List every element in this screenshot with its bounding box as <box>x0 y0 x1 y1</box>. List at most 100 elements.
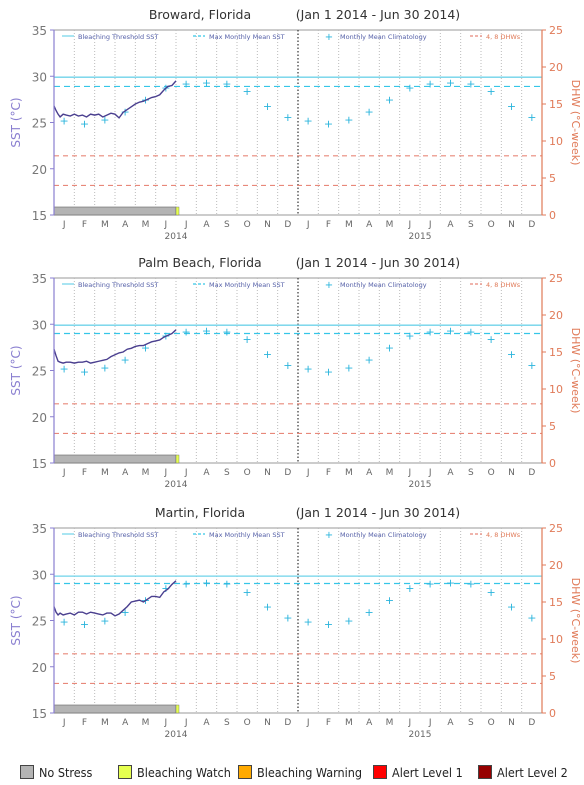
month-tick-label: J <box>164 220 168 230</box>
month-tick-label: F <box>326 718 331 728</box>
month-tick-label: J <box>184 468 188 478</box>
climatology-point: + <box>182 578 191 591</box>
month-tick-label: M <box>101 468 109 478</box>
climatology-point: + <box>60 115 69 128</box>
chart-title: Martin, Florida <box>155 505 245 520</box>
month-tick-label: J <box>184 718 188 728</box>
legend-label: Alert Level 2 <box>497 764 568 780</box>
right-tick-label: 10 <box>549 633 563 646</box>
climatology-point: + <box>426 578 435 591</box>
month-tick-label: A <box>366 718 373 728</box>
climatology-point: + <box>507 601 516 614</box>
climatology-point: + <box>527 359 536 372</box>
chart-legend-label: Max Monthly Mean SST <box>209 281 285 289</box>
legend-key-climatology: + <box>325 32 333 43</box>
month-tick-label: J <box>408 468 412 478</box>
climatology-point: + <box>487 333 496 346</box>
chart-legend-label: Max Monthly Mean SST <box>209 531 285 539</box>
right-tick-label: 10 <box>549 383 563 396</box>
month-tick-label: A <box>122 468 129 478</box>
month-tick-label: M <box>142 468 150 478</box>
month-tick-label: A <box>447 468 454 478</box>
stress-current-marker <box>175 454 180 464</box>
left-tick-label: 20 <box>32 163 47 177</box>
climatology-point: + <box>283 359 292 372</box>
left-tick-label: 35 <box>32 522 47 536</box>
climatology-point: + <box>304 615 313 628</box>
climatology-point: + <box>365 105 374 118</box>
chart-title: Broward, Florida <box>149 7 251 22</box>
month-tick-label: S <box>224 718 230 728</box>
bleaching-warning-swatch <box>238 765 252 779</box>
climatology-point: + <box>222 578 231 591</box>
month-tick-label: A <box>447 220 454 230</box>
month-tick-label: J <box>306 468 310 478</box>
climatology-point: + <box>80 117 89 130</box>
climatology-point: + <box>365 606 374 619</box>
climatology-point: + <box>324 117 333 130</box>
month-tick-label: O <box>488 718 495 728</box>
sst-line <box>53 329 177 364</box>
right-tick-label: 20 <box>549 61 563 74</box>
month-tick-label: M <box>345 718 353 728</box>
climatology-point: + <box>121 606 130 619</box>
month-tick-label: O <box>244 468 251 478</box>
climatology-point: + <box>405 81 414 94</box>
climatology-point: + <box>446 577 455 590</box>
climatology-point: + <box>263 100 272 113</box>
climatology-point: + <box>202 77 211 90</box>
stress-level-bar <box>53 704 177 714</box>
climatology-point: + <box>344 615 353 628</box>
climatology-point: + <box>507 348 516 361</box>
climatology-point: + <box>80 365 89 378</box>
month-tick-label: N <box>264 718 271 728</box>
month-tick-label: D <box>284 718 291 728</box>
month-tick-label: M <box>386 220 394 230</box>
right-tick-label: 10 <box>549 135 563 148</box>
month-tick-label: O <box>488 220 495 230</box>
right-tick-label: 20 <box>549 309 563 322</box>
stress-legend: No Stress Bleaching Watch Bleaching Warn… <box>20 762 580 782</box>
climatology-point: + <box>100 362 109 375</box>
legend-label: Bleaching Warning <box>257 764 363 780</box>
climatology-point: + <box>487 85 496 98</box>
stress-current-marker <box>175 704 180 714</box>
chart-date-range: (Jan 1 2014 - Jun 30 2014) <box>296 7 460 22</box>
no-stress-swatch <box>20 765 34 779</box>
legend-label: Alert Level 1 <box>392 764 463 780</box>
legend-bleaching-warning: Bleaching Warning <box>238 762 362 782</box>
month-tick-label: S <box>468 468 474 478</box>
stress-level-bar <box>53 206 177 216</box>
month-tick-label: J <box>428 220 432 230</box>
month-tick-label: O <box>244 718 251 728</box>
right-axis-label: DHW (°C-week) <box>569 80 582 166</box>
month-tick-label: D <box>284 468 291 478</box>
bleaching-watch-swatch <box>118 765 132 779</box>
right-tick-label: 0 <box>549 707 556 720</box>
climatology-point: + <box>507 100 516 113</box>
right-tick-label: 5 <box>549 172 556 185</box>
left-axis-label: SST (°C) <box>9 97 23 147</box>
climatology-point: + <box>446 77 455 90</box>
climatology-point: + <box>121 105 130 118</box>
chart-legend-label: Monthly Mean Climatology <box>340 531 427 539</box>
month-tick-label: N <box>508 468 515 478</box>
month-tick-label: F <box>82 718 87 728</box>
climatology-point: + <box>202 577 211 590</box>
stress-current-marker <box>175 206 180 216</box>
month-tick-label: D <box>528 468 535 478</box>
climatology-point: + <box>60 363 69 376</box>
legend-alert-level-1: Alert Level 1 <box>373 762 463 782</box>
month-tick-label: J <box>164 468 168 478</box>
climatology-point: + <box>243 333 252 346</box>
left-tick-label: 20 <box>32 661 47 675</box>
month-tick-label: S <box>224 220 230 230</box>
climatology-point: + <box>344 362 353 375</box>
legend-no-stress: No Stress <box>20 762 92 782</box>
month-tick-label: N <box>264 220 271 230</box>
climatology-point: + <box>385 93 394 106</box>
month-tick-label: F <box>326 468 331 478</box>
climatology-point: + <box>243 85 252 98</box>
month-tick-label: A <box>203 220 210 230</box>
left-tick-label: 35 <box>32 272 47 286</box>
